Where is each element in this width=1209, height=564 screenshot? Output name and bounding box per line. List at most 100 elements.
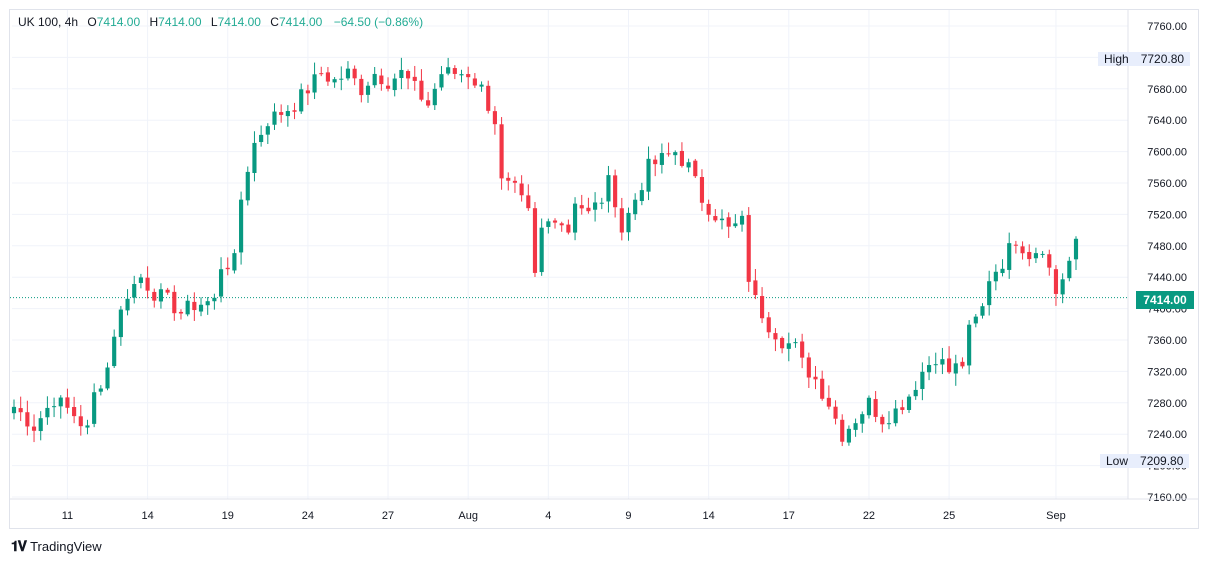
candle[interactable] <box>626 207 631 241</box>
candle[interactable] <box>92 383 97 428</box>
candle[interactable] <box>699 169 705 212</box>
candle[interactable] <box>806 352 811 388</box>
candle[interactable] <box>118 305 123 346</box>
candle[interactable] <box>873 391 878 423</box>
candle[interactable] <box>365 81 371 103</box>
candle[interactable] <box>412 65 417 91</box>
candle[interactable] <box>145 266 150 299</box>
candle[interactable] <box>225 257 230 276</box>
candle[interactable] <box>760 287 765 324</box>
candle[interactable] <box>1047 249 1052 276</box>
candle[interactable] <box>746 207 751 292</box>
candle[interactable] <box>846 425 851 446</box>
candle[interactable] <box>459 69 464 83</box>
candle[interactable] <box>1040 251 1045 258</box>
candle[interactable] <box>245 166 250 206</box>
candle[interactable] <box>399 57 404 90</box>
candle[interactable] <box>866 395 872 419</box>
candle[interactable] <box>653 155 658 177</box>
candle[interactable] <box>426 91 431 108</box>
candle[interactable] <box>519 175 524 202</box>
candle[interactable] <box>753 269 758 300</box>
candle[interactable] <box>593 192 598 222</box>
candle[interactable] <box>492 106 497 135</box>
candle[interactable] <box>125 289 130 316</box>
candle[interactable] <box>980 303 985 319</box>
candle[interactable] <box>1000 259 1005 277</box>
candle[interactable] <box>512 176 518 193</box>
candle[interactable] <box>820 370 825 401</box>
candle[interactable] <box>606 165 611 213</box>
candle[interactable] <box>11 399 17 420</box>
candle[interactable] <box>1073 236 1079 270</box>
candle[interactable] <box>158 283 164 309</box>
candle[interactable] <box>987 270 992 316</box>
candle[interactable] <box>900 399 905 415</box>
candle[interactable] <box>546 218 551 234</box>
candle[interactable] <box>332 77 337 88</box>
candle[interactable] <box>1020 241 1025 260</box>
candle[interactable] <box>205 297 210 315</box>
candle[interactable] <box>973 313 978 328</box>
candle[interactable] <box>272 103 277 130</box>
candle[interactable] <box>339 66 344 91</box>
candle[interactable] <box>379 68 384 91</box>
candle[interactable] <box>85 419 90 435</box>
candle[interactable] <box>1027 244 1032 267</box>
candle[interactable] <box>619 197 624 241</box>
candle[interactable] <box>185 294 190 317</box>
candle[interactable] <box>880 414 885 433</box>
candle[interactable] <box>993 264 998 291</box>
candle[interactable] <box>713 209 718 223</box>
candle[interactable] <box>479 81 484 92</box>
candle[interactable] <box>679 142 684 168</box>
candle[interactable] <box>893 399 898 427</box>
candle[interactable] <box>352 65 357 86</box>
candle[interactable] <box>1007 232 1012 279</box>
candle[interactable] <box>706 199 711 222</box>
candle[interactable] <box>406 69 411 90</box>
candle[interactable] <box>72 396 77 424</box>
candle[interactable] <box>486 80 491 114</box>
candle[interactable] <box>466 66 471 90</box>
candle[interactable] <box>780 336 785 354</box>
candle[interactable] <box>840 414 845 447</box>
candle[interactable] <box>319 66 324 77</box>
candle[interactable] <box>259 125 264 147</box>
candle[interactable] <box>813 365 818 390</box>
candle[interactable] <box>1033 247 1038 264</box>
candle[interactable] <box>566 219 571 235</box>
candle[interactable] <box>25 400 30 436</box>
candle[interactable] <box>392 73 397 97</box>
candle[interactable] <box>1067 256 1072 282</box>
candle[interactable] <box>198 297 204 317</box>
candle[interactable] <box>526 184 531 211</box>
candle[interactable] <box>506 172 511 191</box>
candle[interactable] <box>726 212 731 238</box>
candle[interactable] <box>1053 265 1059 306</box>
candle[interactable] <box>766 311 771 339</box>
candle[interactable] <box>98 385 103 396</box>
candle[interactable] <box>285 105 290 127</box>
candle[interactable] <box>38 411 43 441</box>
tradingview-brand[interactable]: 𝟏𝐕 TradingView <box>11 538 102 555</box>
candle[interactable] <box>913 381 918 400</box>
candle[interactable] <box>886 411 892 430</box>
candle[interactable] <box>666 142 671 157</box>
candle[interactable] <box>599 197 604 210</box>
candle[interactable] <box>673 150 678 165</box>
candle[interactable] <box>325 67 330 86</box>
candle[interactable] <box>385 77 391 92</box>
candle[interactable] <box>452 65 457 80</box>
candle[interactable] <box>800 333 805 369</box>
candle[interactable] <box>265 123 270 144</box>
candle[interactable] <box>472 73 477 88</box>
candle[interactable] <box>532 202 538 277</box>
candle[interactable] <box>539 218 544 276</box>
candle[interactable] <box>719 209 725 230</box>
candle[interactable] <box>1013 240 1018 254</box>
candle[interactable] <box>572 197 578 241</box>
candle[interactable] <box>105 362 110 391</box>
candle[interactable] <box>639 182 644 206</box>
